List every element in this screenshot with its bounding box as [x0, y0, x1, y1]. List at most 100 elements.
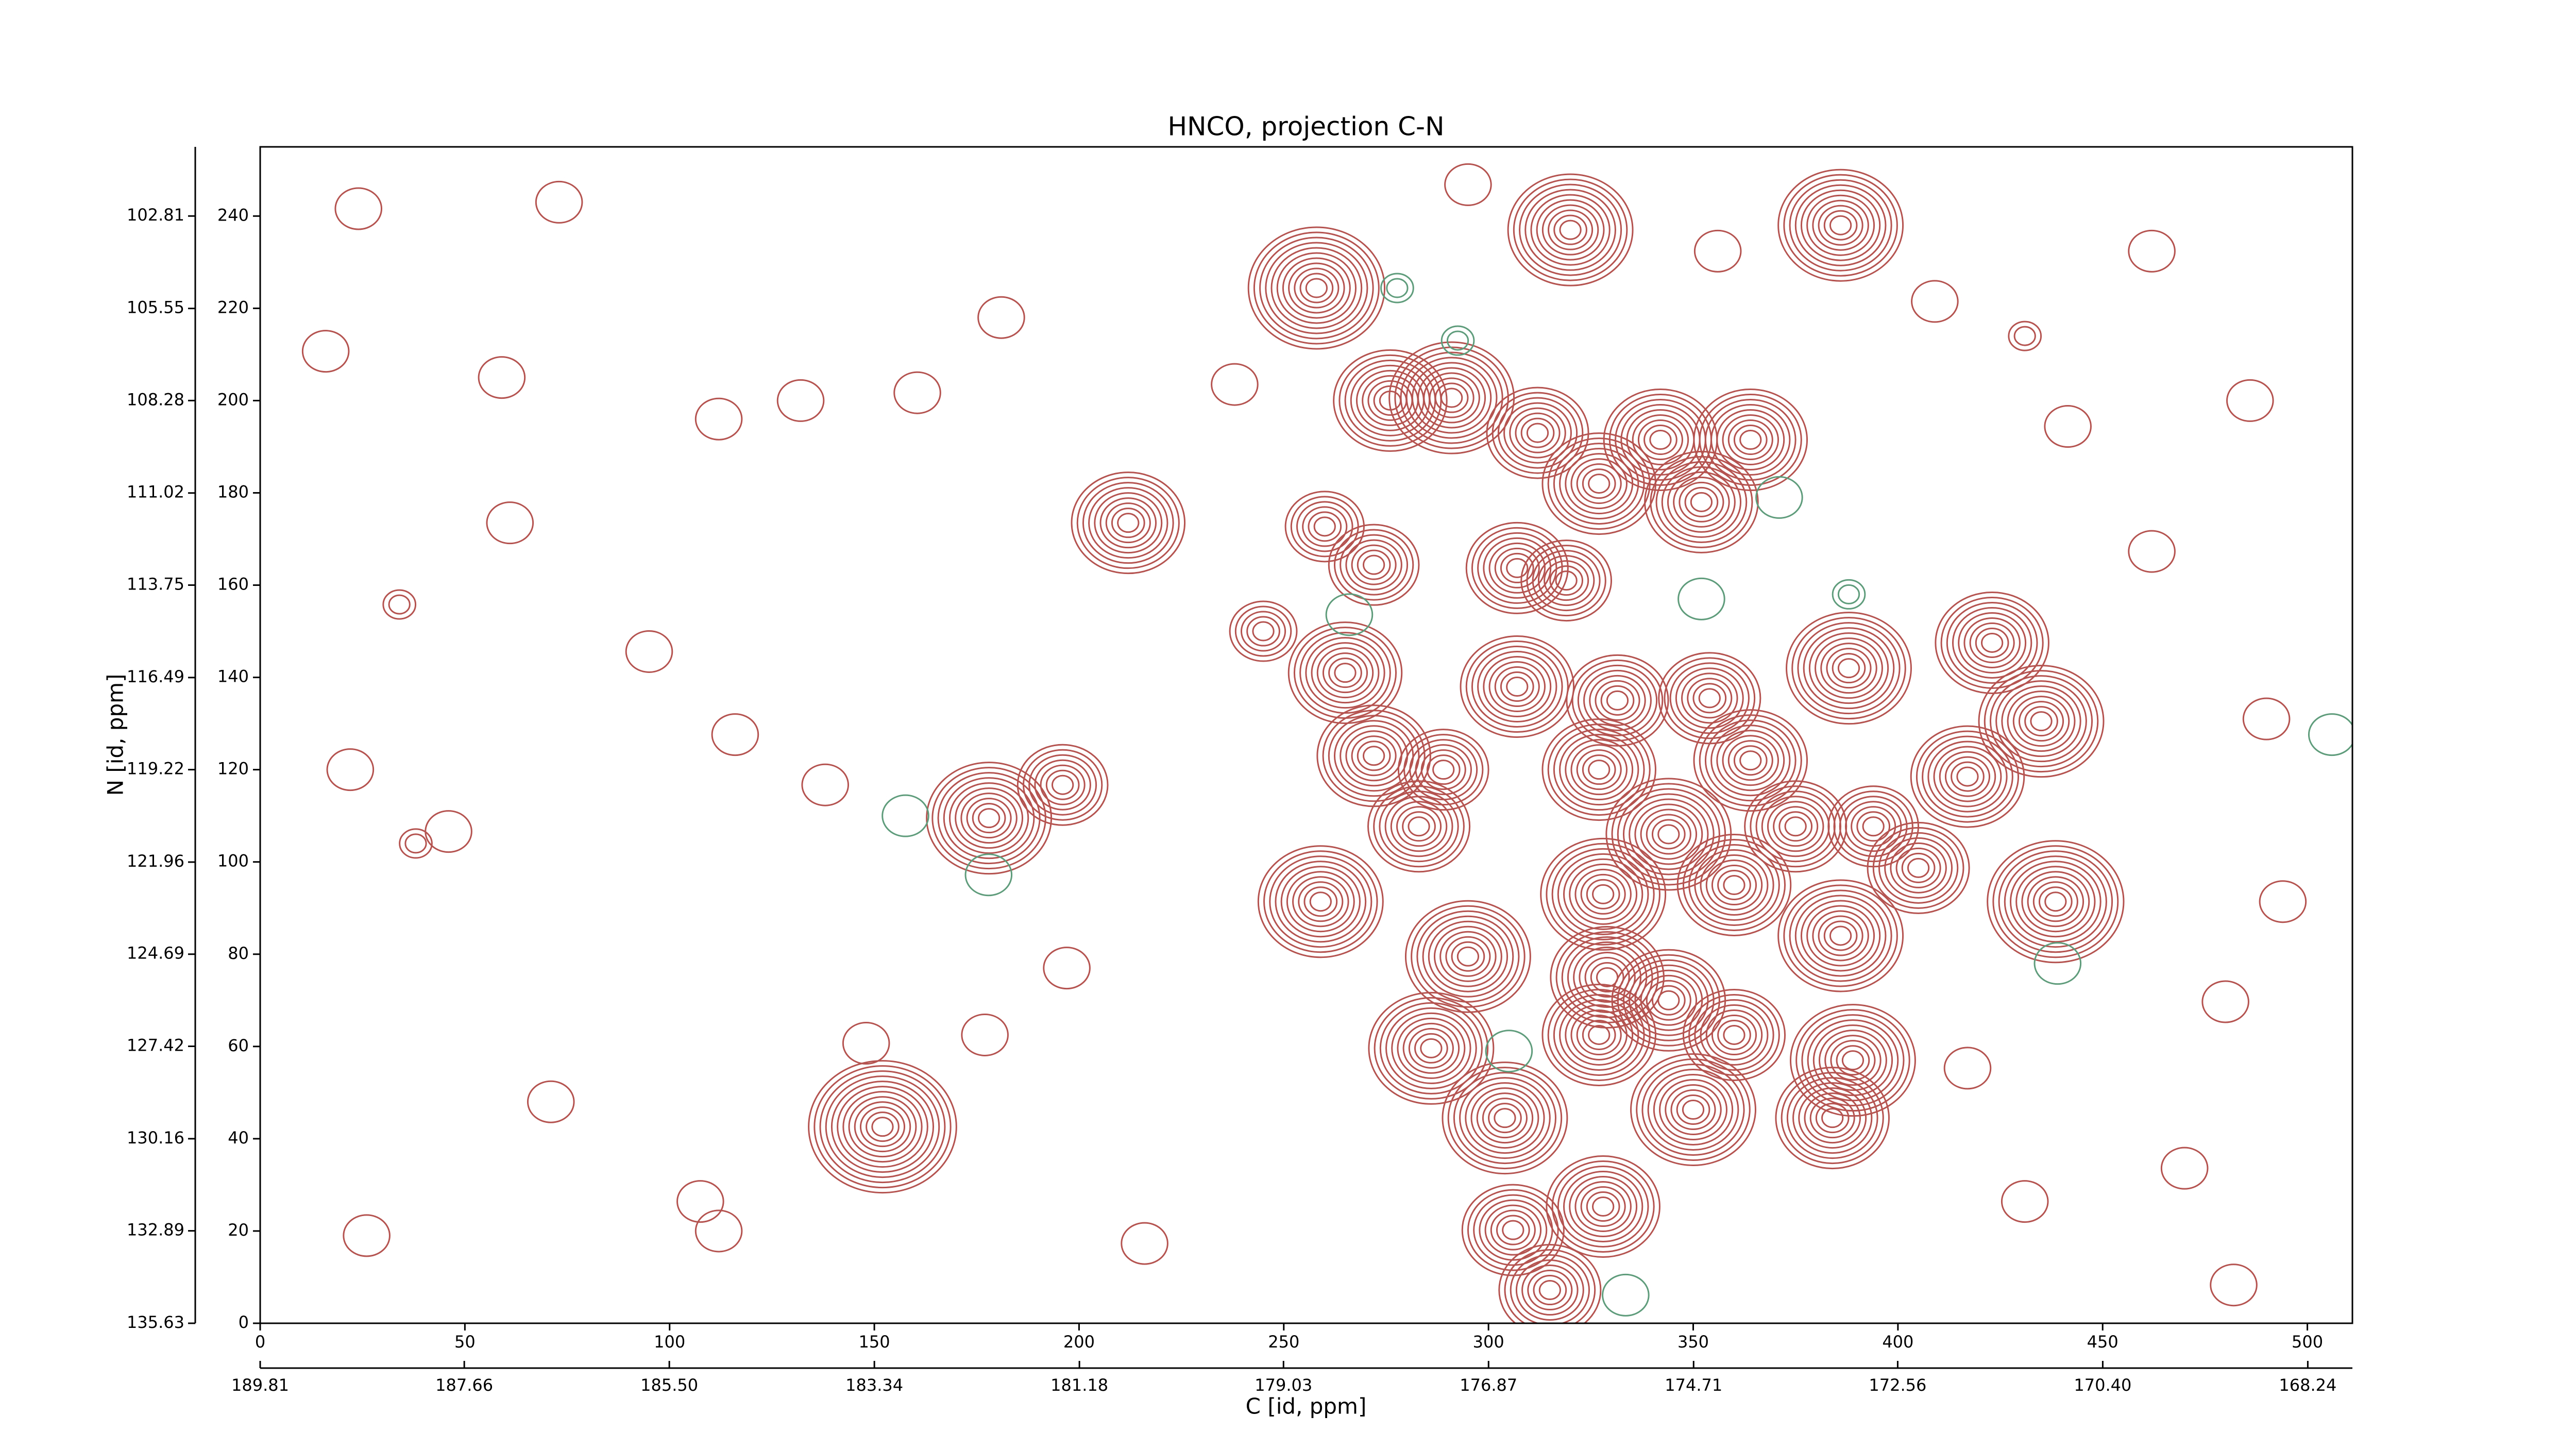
contour-ring — [1978, 665, 2105, 778]
contour-ring — [1839, 796, 1908, 857]
contour-ring — [1515, 412, 1561, 453]
contour-ring — [1408, 816, 1430, 837]
contour-ring — [1987, 840, 2125, 964]
contour-ring — [1582, 1019, 1616, 1050]
contour-ring — [1459, 1077, 1551, 1159]
contour-ring — [1520, 540, 1613, 622]
contour-ring — [1494, 666, 1540, 707]
contour-ring — [1467, 1189, 1559, 1271]
contour-ring — [1622, 959, 1715, 1041]
contour-ring — [2012, 696, 2070, 747]
contour-ring — [1305, 637, 1385, 709]
contour-ring — [1717, 1019, 1751, 1050]
contour-ring — [1588, 760, 1611, 780]
contour-ring — [1043, 947, 1091, 990]
contour-ring — [1559, 734, 1639, 806]
contour-ring — [1308, 511, 1342, 542]
y2-tick-label: 130.16 — [127, 1128, 184, 1148]
contour-ring — [1380, 273, 1414, 304]
contour-ring — [1403, 734, 1484, 806]
contour-ring — [1094, 492, 1163, 554]
contour-ring — [1476, 1092, 1534, 1144]
y2-tick-label: 105.55 — [127, 298, 184, 317]
contour-ring — [2001, 1180, 2049, 1223]
contour-ring — [1806, 194, 1875, 256]
contour-ring — [1284, 491, 1365, 563]
contour-ring — [1640, 808, 1698, 860]
contour-ring — [2044, 405, 2092, 448]
x2-tick-label: 185.50 — [640, 1375, 698, 1395]
contour-ring — [1506, 676, 1529, 697]
contour-ring — [1439, 931, 1497, 982]
contour-ring — [2007, 690, 2076, 752]
contour-ring — [1630, 1053, 1756, 1166]
contour-ring — [1328, 658, 1362, 688]
contour-ring — [1636, 1058, 1751, 1161]
contour-ring — [972, 803, 1006, 834]
contour-ring — [1565, 739, 1634, 801]
contour-ring — [1445, 936, 1491, 977]
contour-ring — [1483, 655, 1552, 717]
contour-ring — [1676, 1094, 1710, 1125]
contour-ring — [1673, 476, 1730, 528]
contour-ring — [866, 1111, 900, 1142]
contour-ring — [1461, 1184, 1565, 1276]
contour-ring — [1379, 1002, 1483, 1094]
contour-ring — [334, 187, 383, 230]
contour-ring — [1570, 458, 1628, 510]
x-tick-label: 200 — [1063, 1332, 1095, 1352]
contour-ring — [1700, 854, 1769, 916]
contour-ring — [1789, 1004, 1916, 1117]
contour-ring — [1592, 1196, 1615, 1217]
x-tick-label: 350 — [1677, 1332, 1709, 1352]
contour-ring — [1717, 869, 1751, 900]
contour-ring — [1963, 617, 2021, 668]
contour-ring — [1588, 1024, 1611, 1045]
contour-ring — [2160, 1147, 2209, 1190]
contour-ring — [808, 1060, 957, 1194]
contour-ring — [1373, 385, 1408, 416]
x2-tick-label: 170.40 — [2074, 1375, 2131, 1395]
contour-ring — [1045, 769, 1080, 800]
contour-ring — [848, 1096, 917, 1158]
contour-ring — [1416, 910, 1520, 1003]
y-tick-label: 60 — [228, 1036, 249, 1055]
contour-ring — [1547, 988, 1651, 1081]
contour-ring — [1362, 375, 1419, 426]
contour-ring — [1526, 423, 1549, 443]
contour-ring — [694, 397, 743, 441]
contour-ring — [1944, 756, 1991, 797]
contour-ring — [931, 767, 1046, 870]
contour-ring — [1111, 508, 1145, 538]
x-tick-label: 400 — [1882, 1332, 1913, 1352]
contour-ring — [1693, 229, 1742, 273]
contour-ring — [1486, 386, 1589, 479]
contour-ring — [1821, 1108, 1844, 1128]
contour-ring — [1488, 1103, 1522, 1134]
contour-ring — [1946, 601, 2038, 684]
contour-ring — [1570, 744, 1628, 796]
contour-ring — [1286, 871, 1355, 933]
contour-ring — [1809, 1098, 1855, 1139]
contour-ring — [1786, 1077, 1878, 1159]
contour-ring — [1305, 278, 1328, 298]
contour-ring — [1456, 946, 1480, 967]
contour-ring — [1576, 463, 1622, 504]
contour-ring — [1862, 816, 1885, 837]
contour-ring — [1739, 430, 1762, 450]
contour-ring — [1488, 542, 1546, 594]
y-axis-label: N [id, ppm] — [103, 674, 128, 796]
contour-ring — [1524, 189, 1616, 271]
contour-ring — [1282, 257, 1351, 319]
contour-ring — [1980, 632, 2004, 653]
contour-ring — [1303, 886, 1338, 917]
contour-ring — [1432, 760, 1455, 780]
contour-ring — [1777, 169, 1904, 282]
contour-ring — [1497, 397, 1578, 469]
contour-ring — [1368, 991, 1495, 1105]
contour-ring — [1316, 647, 1374, 699]
contour-ring — [1867, 821, 1970, 914]
contour-ring — [1992, 845, 2119, 958]
contour-ring — [1952, 606, 2032, 679]
contour-ring — [1071, 471, 1186, 575]
